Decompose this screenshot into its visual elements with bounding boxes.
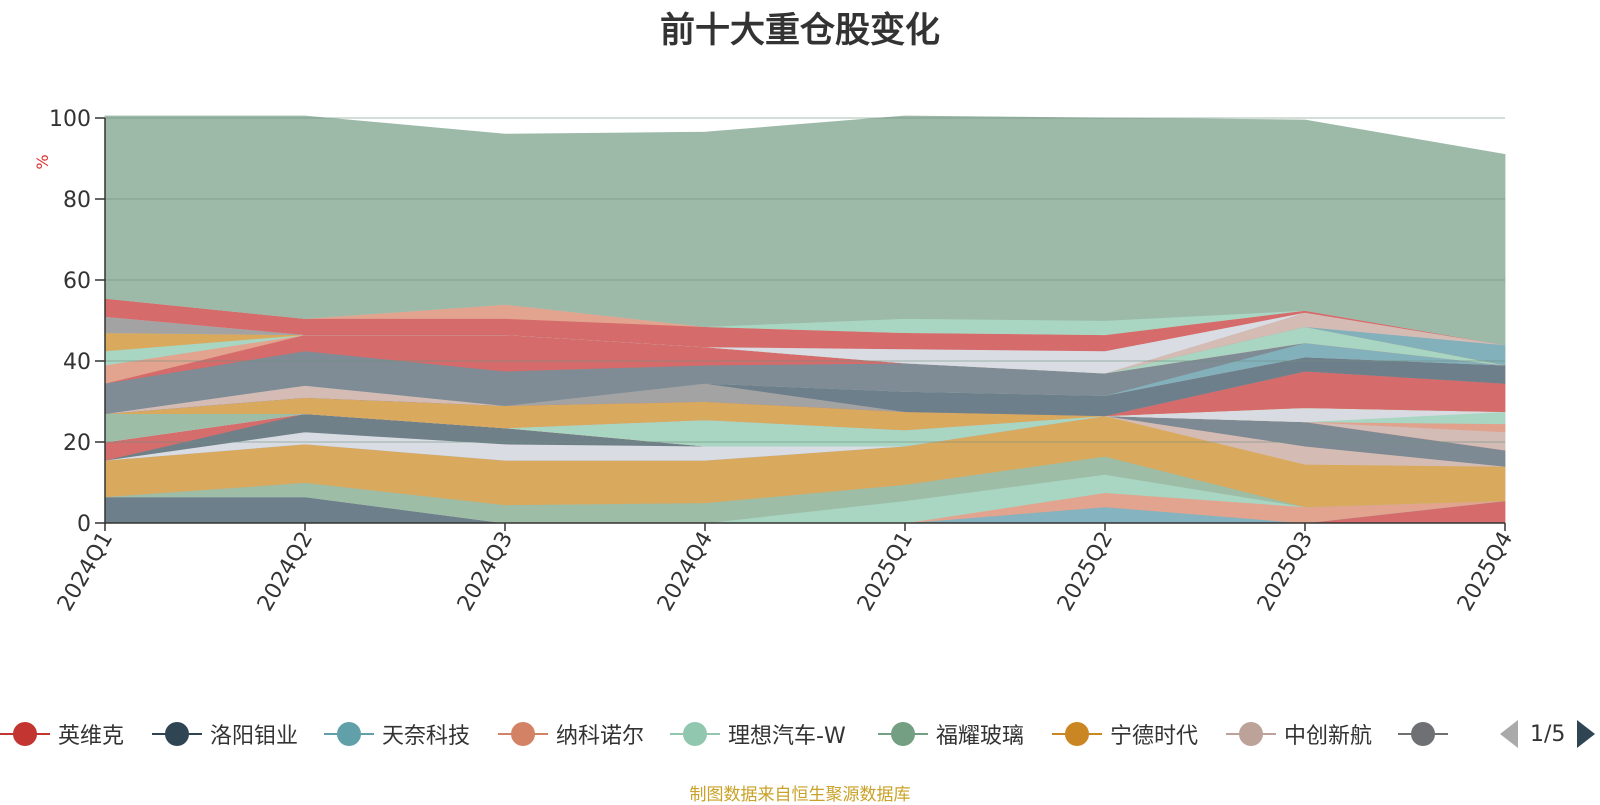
legend-page-indicator: 1/5 — [1530, 721, 1566, 747]
x-tick-label: 2024Q4 — [653, 528, 718, 616]
x-tick-label: 2024Q2 — [253, 528, 318, 616]
legend-item-7[interactable]: 宁德时代 — [1052, 712, 1198, 756]
legend-label: 福耀玻璃 — [936, 724, 1025, 749]
legend-marker-icon — [0, 720, 50, 748]
legend-marker-icon — [1398, 720, 1448, 748]
x-tick-label: 2024Q3 — [453, 528, 518, 616]
legend-label: 宁德时代 — [1110, 724, 1199, 749]
y-tick-label: 100 — [49, 107, 91, 132]
source-note: 制图数据来自恒生聚源数据库 — [689, 785, 911, 805]
x-tick-label: 2025Q1 — [853, 528, 918, 616]
legend-marker-icon — [670, 720, 720, 748]
legend-label: 中创新航 — [1284, 724, 1373, 749]
legend-label: 天奈科技 — [382, 724, 471, 749]
x-tick-label: 2025Q4 — [1453, 528, 1518, 616]
x-tick-label: 2025Q2 — [1053, 528, 1118, 616]
legend-item-3[interactable]: 天奈科技 — [324, 712, 470, 756]
x-tick-label: 2024Q1 — [53, 528, 118, 616]
y-tick-label: 80 — [63, 188, 91, 213]
legend-item-9[interactable] — [1398, 712, 1448, 756]
legend-label: 英维克 — [58, 724, 125, 749]
y-tick-label: 60 — [63, 269, 91, 294]
legend-item-6[interactable]: 福耀玻璃 — [878, 712, 1024, 756]
chart-area: 0 20 40 60 80 100 2024Q1 2024Q2 2024Q3 2024Q4 2025… — [33, 107, 1518, 616]
y-tick-label: 20 — [63, 431, 91, 456]
legend-item-1[interactable]: 英维克 — [0, 712, 124, 756]
legend-pager: 1/5 — [1500, 712, 1596, 756]
legend-marker-icon — [498, 720, 548, 748]
legend-item-2[interactable]: 洛阳钼业 — [152, 712, 298, 756]
y-axis-label: % — [33, 154, 52, 169]
x-tick-label: 2025Q3 — [1253, 528, 1318, 616]
legend: 英维克 洛阳钼业 天奈科技 纳科诺尔 理想汽车-W 福耀玻璃 宁德时代 中创新航 — [0, 712, 1600, 756]
chart-title: 前十大重仓股变化 — [659, 11, 940, 51]
legend-marker-icon — [1226, 720, 1276, 748]
legend-item-4[interactable]: 纳科诺尔 — [498, 712, 644, 756]
legend-item-5[interactable]: 理想汽车-W — [670, 712, 846, 756]
y-tick-label: 40 — [63, 350, 91, 375]
y-tick-label: 0 — [77, 512, 91, 537]
area-series-layer — [104, 115, 1506, 524]
legend-next-page-icon[interactable] — [1577, 720, 1596, 748]
grid-lines — [105, 117, 1505, 443]
legend-prev-page-icon[interactable] — [1500, 720, 1518, 748]
legend-label: 洛阳钼业 — [210, 724, 299, 749]
legend-label: 纳科诺尔 — [556, 724, 645, 749]
legend-marker-icon — [1052, 720, 1102, 748]
legend-marker-icon — [152, 720, 202, 748]
area-series-37 — [104, 115, 1506, 346]
legend-label: 理想汽车-W — [728, 724, 846, 749]
legend-marker-icon — [878, 720, 928, 748]
legend-item-8[interactable]: 中创新航 — [1226, 712, 1372, 756]
legend-marker-icon — [324, 720, 374, 748]
